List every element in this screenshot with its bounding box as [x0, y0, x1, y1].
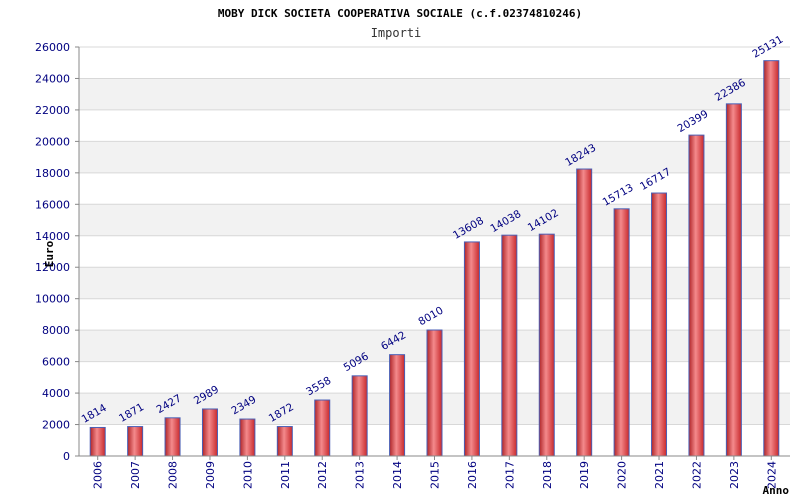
bar [501, 234, 518, 457]
bar [389, 354, 406, 457]
x-tick-label: 2016 [466, 461, 479, 489]
bar [351, 375, 368, 457]
bar [164, 417, 181, 457]
x-tick-label: 2012 [316, 461, 329, 489]
y-tick-label: 4000 [42, 387, 70, 400]
x-tick-label: 2014 [391, 461, 404, 489]
bar [89, 426, 106, 457]
grid-band [79, 141, 790, 173]
bar [651, 192, 668, 457]
x-tick-label: 2008 [167, 461, 180, 489]
chart-subtitle: Importi [371, 26, 422, 40]
x-tick-label: 2007 [129, 461, 142, 489]
x-tick-label: 2022 [690, 461, 703, 489]
x-axis-title: Anno [763, 484, 790, 497]
x-tick-label: 2011 [279, 461, 292, 489]
grid-band [79, 78, 790, 110]
bar [426, 329, 443, 457]
x-tick-label: 2019 [578, 461, 591, 489]
bar [688, 134, 705, 457]
data-label: 20399 [675, 108, 710, 135]
bar [538, 233, 555, 457]
y-tick-label: 22000 [35, 104, 70, 117]
y-tick-label: 12000 [35, 261, 70, 274]
x-tick-label: 2023 [728, 461, 741, 489]
y-tick-label: 26000 [35, 41, 70, 54]
y-tick-label: 2000 [42, 419, 70, 432]
y-tick-label: 8000 [42, 324, 70, 337]
y-tick-label: 18000 [35, 167, 70, 180]
y-tick-label: 16000 [35, 198, 70, 211]
bar [725, 103, 742, 457]
y-tick-label: 14000 [35, 230, 70, 243]
x-tick-label: 2021 [653, 461, 666, 489]
y-tick-label: 6000 [42, 356, 70, 369]
bar [763, 60, 780, 457]
y-axis-title: Euro [43, 240, 56, 267]
grid-band [79, 204, 790, 236]
y-tick-label: 24000 [35, 72, 70, 85]
data-label: 8010 [416, 305, 445, 329]
bar [463, 241, 480, 457]
x-tick-label: 2024 [765, 461, 778, 489]
x-tick-label: 2009 [204, 461, 217, 489]
chart-title: MOBY DICK SOCIETA COOPERATIVA SOCIALE (c… [218, 7, 582, 20]
bar [613, 208, 630, 457]
grid-bands [79, 78, 790, 425]
x-tick-label: 2006 [92, 461, 105, 489]
x-tick-label: 2018 [541, 461, 554, 489]
y-tick-label: 10000 [35, 293, 70, 306]
y-tick-label: 0 [63, 450, 70, 463]
y-axis-ticks: 0 2000 4000 6000 8000 10000 12000 14000 16000 180… [35, 41, 79, 463]
bar [314, 399, 331, 457]
bar [239, 418, 256, 457]
bar [201, 408, 218, 457]
x-axis-ticks: 2006 2007 2008 2009 2010 2011 2012 2013 2014 2015… [92, 456, 778, 489]
x-tick-label: 2013 [354, 461, 367, 489]
x-tick-label: 2017 [503, 461, 516, 489]
y-tick-label: 20000 [35, 135, 70, 148]
x-tick-label: 2020 [616, 461, 629, 489]
bar [127, 426, 144, 457]
bar [276, 426, 293, 457]
x-tick-label: 2015 [429, 461, 442, 489]
x-tick-label: 2010 [241, 461, 254, 489]
bar [576, 168, 593, 457]
grid-band [79, 267, 790, 299]
